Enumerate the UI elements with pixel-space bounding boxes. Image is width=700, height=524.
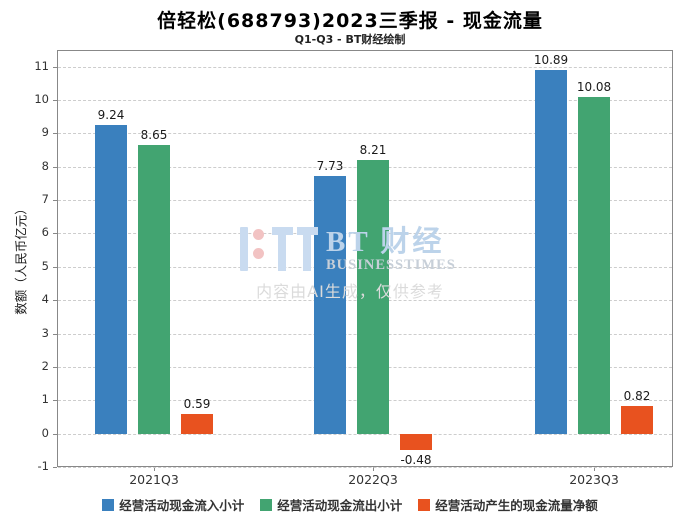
bar [578,97,610,434]
legend-swatch-icon [418,498,431,511]
y-tick-label: 5 [41,258,49,273]
y-gridline [58,133,672,135]
y-tick-mark [53,166,57,168]
y-gridline [58,433,672,435]
chart-legend: 经营活动现金流入小计 经营活动现金流出小计 经营活动产生的现金流量净额 [0,495,700,514]
legend-item: 经营活动产生的现金流量净额 [418,495,598,514]
y-tick-label: 3 [41,325,49,340]
y-tick-label: 9 [41,125,49,140]
bar [357,159,389,434]
bar-value-label: 8.21 [359,142,387,157]
y-tick-label: 11 [34,58,49,73]
bar-value-label: -0.48 [400,452,432,467]
y-gridline [58,100,672,102]
bar [621,406,653,434]
x-tick-mark [594,467,595,471]
bar [314,175,346,434]
legend-item: 经营活动现金流入小计 [102,495,244,514]
bar-value-label: 9.24 [97,108,125,123]
bar [535,70,567,434]
y-tick-mark [53,66,57,68]
y-tick-mark [53,100,57,102]
x-tick-label: 2023Q3 [569,472,619,487]
y-tick-label: 0 [41,425,49,440]
y-tick-label: 2 [41,358,49,373]
legend-swatch-icon [102,498,115,511]
y-tick-mark [53,366,57,368]
legend-label: 经营活动现金流入小计 [119,498,245,513]
y-tick-label: 8 [41,158,49,173]
legend-label: 经营活动产生的现金流量净额 [435,498,598,513]
x-tick-label: 2021Q3 [129,472,179,487]
y-tick-mark [53,266,57,268]
legend-swatch-icon [260,498,273,511]
x-tick-label: 2022Q3 [348,472,398,487]
y-tick-mark [53,333,57,335]
y-tick-label: -1 [37,459,49,473]
bar [400,433,432,450]
y-tick-label: 10 [34,92,49,107]
y-tick-mark [53,433,57,435]
bar [95,125,127,434]
legend-item: 经营活动现金流出小计 [260,495,402,514]
bar-value-label: 8.65 [140,128,168,143]
bar-value-label: 0.82 [623,389,651,404]
bar [138,145,170,434]
y-tick-mark [53,467,57,468]
x-tick-mark [373,467,374,471]
y-tick-mark [53,300,57,302]
y-tick-mark [53,200,57,202]
bar-value-label: 0.59 [183,396,211,411]
x-tick-mark [154,467,155,471]
chart-title: 倍轻松(688793)2023三季报 - 现金流量 [157,10,543,32]
bar-value-label: 10.89 [533,53,569,68]
chart-subtitle: Q1-Q3 - BT财经绘制 [294,33,406,46]
y-tick-label: 4 [41,292,49,307]
bar-value-label: 10.08 [576,80,612,95]
bar [181,413,213,434]
y-gridline [58,66,672,68]
y-tick-label: 7 [41,192,49,207]
y-tick-label: 1 [41,392,49,407]
y-tick-mark [53,400,57,402]
y-tick-mark [53,233,57,235]
y-gridline [58,467,672,468]
legend-label: 经营活动现金流出小计 [277,498,403,513]
y-tick-mark [53,133,57,135]
bar-value-label: 7.73 [316,158,344,173]
y-tick-label: 6 [41,225,49,240]
